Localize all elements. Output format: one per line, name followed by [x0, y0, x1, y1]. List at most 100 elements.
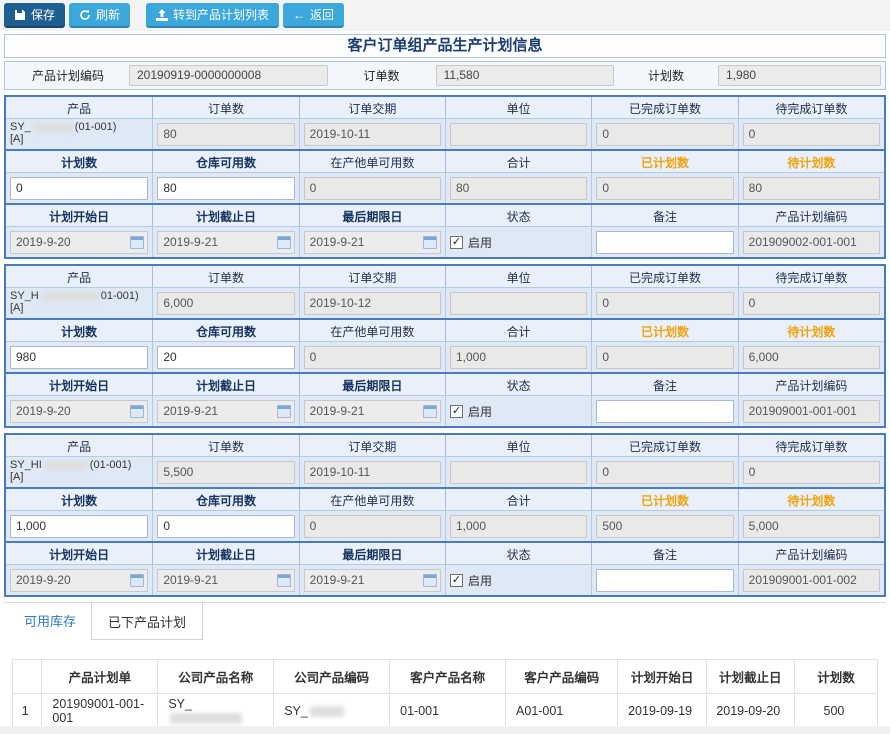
other-avail-value: 0: [303, 176, 441, 200]
save-button-label: 保存: [31, 8, 56, 22]
enabled-label: 启用: [467, 404, 492, 419]
start-date-picker[interactable]: 2019-9-20: [10, 568, 149, 592]
enabled-checkbox[interactable]: ✓: [449, 235, 463, 249]
block-header-row: 计划开始日 计划截止日 最后期限日 状态 备注 产品计划编码: [6, 203, 884, 226]
table-row[interactable]: 1 201909001-001-001 SY_ SY_ 01-001 A01-0…: [11, 693, 879, 728]
header-due-date: 订单交期: [298, 97, 445, 118]
table-header-row: 产品计划单 公司产品名称 公司产品编码 客户产品名称 客户产品编码 计划开始日 …: [11, 659, 879, 694]
refresh-icon: [79, 9, 91, 21]
planned-value: 0: [596, 176, 734, 200]
row-customer-product-name: 01-001: [389, 693, 507, 728]
deadline-picker[interactable]: 2019-9-21: [303, 399, 441, 423]
enabled-label: 启用: [467, 573, 492, 588]
block-value-row: SY_H 01-001) [A] 6,000 2019-10-12 0 0: [6, 287, 884, 318]
plan-qty-input[interactable]: [10, 514, 149, 538]
pending-value: 0: [742, 291, 880, 315]
to-plan-value: 5,000: [742, 514, 880, 538]
plan-qty-input[interactable]: [10, 345, 149, 369]
header-other-avail: 在产他单可用数: [298, 151, 445, 172]
sub-plan-code-value: 201909001-001-002: [742, 568, 880, 592]
enabled-checkbox[interactable]: ✓: [449, 573, 463, 587]
calendar-icon[interactable]: [130, 573, 145, 587]
refresh-button[interactable]: 刷新: [69, 3, 131, 28]
header-unit: 单位: [444, 266, 592, 287]
calendar-icon[interactable]: [422, 573, 437, 587]
plan-qty-field: 1,980: [718, 65, 881, 86]
header-status: 状态: [444, 543, 592, 564]
calendar-icon[interactable]: [130, 235, 145, 249]
row-company-product-name: SY_: [157, 693, 275, 728]
order-qty-field: 11,580: [435, 65, 615, 86]
tab-placed-plans[interactable]: 已下产品计划: [91, 603, 204, 640]
row-company-product-code: SY_: [273, 693, 391, 728]
warehouse-avail-input[interactable]: [157, 345, 295, 369]
deadline-picker[interactable]: 2019-9-21: [303, 568, 441, 592]
sub-plan-code-value: 201909001-001-001: [742, 399, 880, 423]
block-value-row: 2019-9-20 2019-9-21 2019-9-21 ✓ 启用 201909…: [6, 564, 884, 595]
unit-value: [449, 291, 588, 315]
remark-input[interactable]: [596, 230, 734, 254]
refresh-button-label: 刷新: [96, 8, 121, 22]
remark-input[interactable]: [596, 568, 734, 592]
col-customer-product-name: 客户产品名称: [389, 659, 507, 694]
redacted-text: [32, 122, 73, 132]
header-warehouse-avail: 仓库可用数: [152, 151, 299, 172]
header-to-plan: 待计划数: [737, 320, 884, 341]
header-plan-qty: 计划数: [6, 151, 153, 172]
header-remark: 备注: [591, 543, 738, 564]
calendar-icon[interactable]: [422, 404, 437, 418]
end-date-picker[interactable]: 2019-9-21: [157, 568, 295, 592]
header-pending: 待完成订单数: [737, 97, 884, 118]
header-completed: 已完成订单数: [591, 97, 738, 118]
block-header-row: 产品 订单数 订单交期 单位 已完成订单数 待完成订单数: [6, 266, 884, 287]
row-plan-end: 2019-09-20: [705, 693, 795, 728]
warehouse-avail-input[interactable]: [157, 514, 295, 538]
deadline-picker[interactable]: 2019-9-21: [303, 230, 441, 254]
completed-value: 0: [596, 122, 734, 146]
col-company-product-code: 公司产品编码: [273, 659, 391, 694]
header-pending: 待完成订单数: [737, 435, 884, 456]
enabled-checkbox[interactable]: ✓: [449, 404, 463, 418]
end-date-picker[interactable]: 2019-9-21: [157, 230, 295, 254]
main-panel: 客户订单组产品生产计划信息 产品计划编码 20190919-0000000008…: [0, 31, 890, 728]
warehouse-avail-input[interactable]: [157, 176, 295, 200]
back-arrow-icon: ←: [293, 7, 306, 22]
end-date-picker[interactable]: 2019-9-21: [157, 399, 295, 423]
header-end-date: 计划截止日: [152, 205, 299, 226]
goto-plan-list-button[interactable]: 转到产品计划列表: [146, 3, 280, 28]
calendar-icon[interactable]: [422, 235, 437, 249]
back-button-label: 返回: [310, 8, 335, 22]
start-date-picker[interactable]: 2019-9-20: [10, 230, 149, 254]
header-completed: 已完成订单数: [591, 266, 738, 287]
start-date-picker[interactable]: 2019-9-20: [10, 399, 149, 423]
upload-icon: [156, 8, 169, 21]
header-due-date: 订单交期: [298, 266, 445, 287]
calendar-icon[interactable]: [276, 404, 291, 418]
calendar-icon[interactable]: [130, 404, 145, 418]
calendar-icon[interactable]: [276, 235, 291, 249]
to-plan-value: 80: [742, 176, 880, 200]
completed-value: 0: [596, 460, 734, 484]
enabled-label: 启用: [467, 235, 492, 250]
pending-value: 0: [742, 460, 880, 484]
header-status: 状态: [444, 374, 592, 395]
header-order-qty: 订单数: [152, 97, 299, 118]
save-button[interactable]: 保存: [4, 3, 66, 28]
plan-qty-input[interactable]: [10, 176, 149, 200]
header-total: 合计: [444, 489, 592, 510]
redacted-text: [170, 712, 243, 724]
block-value-row: SY_ (01-001) [A] 80 2019-10-11 0 0: [6, 118, 884, 149]
total-value: 1,000: [449, 345, 588, 369]
header-order-qty: 订单数: [152, 435, 299, 456]
calendar-icon[interactable]: [276, 573, 291, 587]
toolbar: 保存 刷新 转到产品计划列表 ← 返回: [0, 0, 890, 31]
header-deadline: 最后期限日: [298, 205, 445, 226]
remark-input[interactable]: [596, 399, 734, 423]
header-start-date: 计划开始日: [6, 205, 153, 226]
tab-available-inventory[interactable]: 可用库存: [24, 614, 77, 629]
header-to-plan: 待计划数: [737, 489, 884, 510]
col-customer-product-code: 客户产品编码: [505, 659, 619, 694]
header-deadline: 最后期限日: [298, 374, 445, 395]
header-deadline: 最后期限日: [298, 543, 445, 564]
back-button[interactable]: ← 返回: [283, 3, 345, 28]
